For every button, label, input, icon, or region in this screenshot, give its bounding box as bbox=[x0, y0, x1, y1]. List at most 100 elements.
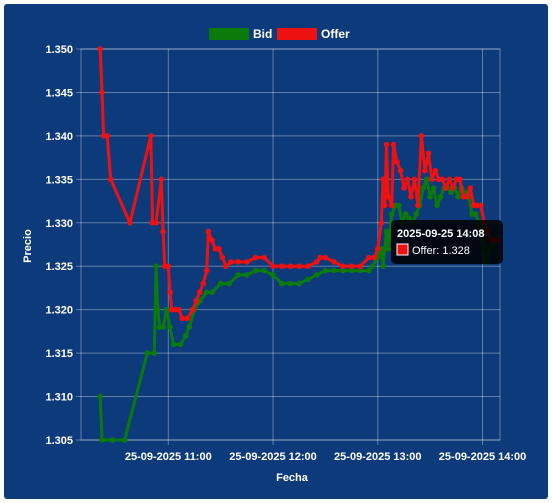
data-point-bid[interactable] bbox=[331, 267, 337, 274]
data-point-offer[interactable] bbox=[160, 228, 166, 235]
data-point-offer[interactable] bbox=[317, 254, 323, 261]
data-point-offer[interactable] bbox=[385, 193, 392, 200]
data-point-offer[interactable] bbox=[429, 176, 435, 183]
data-point-bid[interactable] bbox=[160, 324, 166, 330]
data-point-offer[interactable] bbox=[366, 254, 372, 261]
data-point-bid[interactable] bbox=[261, 267, 268, 274]
data-point-offer[interactable] bbox=[432, 167, 439, 174]
data-point-bid[interactable] bbox=[186, 324, 193, 330]
data-point-offer[interactable] bbox=[196, 289, 203, 296]
data-point-offer[interactable] bbox=[244, 259, 250, 265]
data-point-offer[interactable] bbox=[261, 254, 268, 261]
data-point-bid[interactable] bbox=[209, 289, 215, 296]
data-point-offer[interactable] bbox=[305, 263, 311, 270]
data-point-offer[interactable] bbox=[99, 89, 105, 96]
data-point-offer[interactable] bbox=[104, 133, 110, 139]
data-point-offer[interactable] bbox=[235, 259, 241, 265]
data-point-bid[interactable] bbox=[121, 437, 128, 443]
data-point-bid[interactable] bbox=[313, 272, 320, 278]
data-point-bid[interactable] bbox=[244, 272, 250, 278]
data-point-offer[interactable] bbox=[223, 263, 229, 270]
data-point-bid[interactable] bbox=[177, 341, 184, 348]
data-point-offer[interactable] bbox=[340, 263, 346, 270]
data-point-bid[interactable] bbox=[270, 272, 276, 278]
data-point-bid[interactable] bbox=[366, 267, 372, 274]
data-point-bid[interactable] bbox=[472, 211, 479, 217]
data-point-offer[interactable] bbox=[381, 202, 388, 209]
data-point-offer[interactable] bbox=[357, 263, 364, 270]
legend-item-bid[interactable]: Bid bbox=[209, 27, 272, 41]
data-point-bid[interactable] bbox=[182, 332, 189, 339]
data-point-bid[interactable] bbox=[287, 280, 294, 287]
legend-item-offer[interactable]: Offer bbox=[277, 27, 350, 41]
data-point-offer[interactable] bbox=[380, 176, 386, 183]
data-point-bid[interactable] bbox=[383, 228, 390, 235]
data-point-bid[interactable] bbox=[340, 267, 346, 274]
data-point-offer[interactable] bbox=[411, 176, 418, 183]
data-point-offer[interactable] bbox=[278, 263, 285, 270]
data-point-bid[interactable] bbox=[388, 211, 395, 217]
data-point-offer[interactable] bbox=[148, 133, 154, 139]
data-point-offer[interactable] bbox=[287, 263, 294, 270]
data-point-bid[interactable] bbox=[252, 267, 259, 274]
data-point-offer[interactable] bbox=[189, 306, 196, 313]
data-point-bid[interactable] bbox=[235, 272, 241, 278]
data-point-bid[interactable] bbox=[144, 350, 151, 356]
data-point-bid[interactable] bbox=[448, 189, 454, 196]
data-point-bid[interactable] bbox=[155, 306, 161, 313]
data-point-offer[interactable] bbox=[477, 202, 484, 209]
data-point-bid[interactable] bbox=[153, 263, 159, 270]
data-point-bid[interactable] bbox=[322, 267, 329, 274]
data-point-offer[interactable] bbox=[270, 263, 276, 270]
data-point-bid[interactable] bbox=[348, 267, 355, 274]
data-point-offer[interactable] bbox=[439, 176, 446, 183]
data-point-offer[interactable] bbox=[425, 150, 432, 157]
data-point-bid[interactable] bbox=[99, 437, 105, 443]
data-point-offer[interactable] bbox=[443, 185, 449, 191]
data-point-offer[interactable] bbox=[175, 306, 182, 313]
data-point-offer[interactable] bbox=[165, 263, 172, 270]
data-point-offer[interactable] bbox=[331, 259, 337, 265]
data-point-offer[interactable] bbox=[184, 315, 191, 322]
data-point-offer[interactable] bbox=[322, 254, 329, 261]
data-point-bid[interactable] bbox=[170, 341, 177, 348]
data-point-bid[interactable] bbox=[167, 324, 173, 330]
data-point-offer[interactable] bbox=[418, 133, 425, 139]
data-point-bid[interactable] bbox=[380, 263, 386, 270]
data-point-offer[interactable] bbox=[457, 176, 463, 183]
data-point-bid[interactable] bbox=[163, 306, 170, 313]
data-point-bid[interactable] bbox=[109, 437, 116, 443]
data-point-bid[interactable] bbox=[406, 215, 413, 222]
data-point-bid[interactable] bbox=[420, 185, 426, 191]
data-point-offer[interactable] bbox=[394, 159, 400, 165]
data-point-offer[interactable] bbox=[408, 193, 414, 200]
data-point-bid[interactable] bbox=[455, 193, 461, 200]
data-point-bid[interactable] bbox=[278, 280, 285, 287]
data-point-bid[interactable] bbox=[357, 267, 364, 274]
data-point-offer[interactable] bbox=[464, 193, 470, 200]
data-point-offer[interactable] bbox=[127, 219, 133, 226]
data-point-offer[interactable] bbox=[216, 246, 222, 252]
data-point-offer[interactable] bbox=[205, 228, 212, 235]
data-point-bid[interactable] bbox=[395, 202, 402, 209]
data-point-bid[interactable] bbox=[369, 263, 376, 270]
data-point-offer[interactable] bbox=[203, 267, 210, 274]
data-point-offer[interactable] bbox=[404, 176, 411, 183]
data-point-offer[interactable] bbox=[374, 246, 381, 252]
data-point-bid[interactable] bbox=[385, 246, 392, 252]
data-point-offer[interactable] bbox=[219, 254, 226, 261]
data-point-bid[interactable] bbox=[437, 193, 444, 200]
data-point-offer[interactable] bbox=[397, 167, 404, 174]
data-point-offer[interactable] bbox=[388, 202, 395, 209]
data-point-offer[interactable] bbox=[167, 289, 173, 296]
data-point-offer[interactable] bbox=[97, 46, 104, 52]
data-point-offer[interactable] bbox=[153, 219, 159, 226]
data-point-offer[interactable] bbox=[193, 298, 200, 304]
data-point-bid[interactable] bbox=[402, 211, 409, 217]
data-point-offer[interactable] bbox=[467, 185, 474, 191]
data-point-offer[interactable] bbox=[446, 176, 453, 183]
data-point-offer[interactable] bbox=[422, 167, 428, 174]
data-point-offer[interactable] bbox=[348, 263, 355, 270]
data-point-bid[interactable] bbox=[434, 202, 440, 209]
data-point-bid[interactable] bbox=[305, 276, 311, 283]
